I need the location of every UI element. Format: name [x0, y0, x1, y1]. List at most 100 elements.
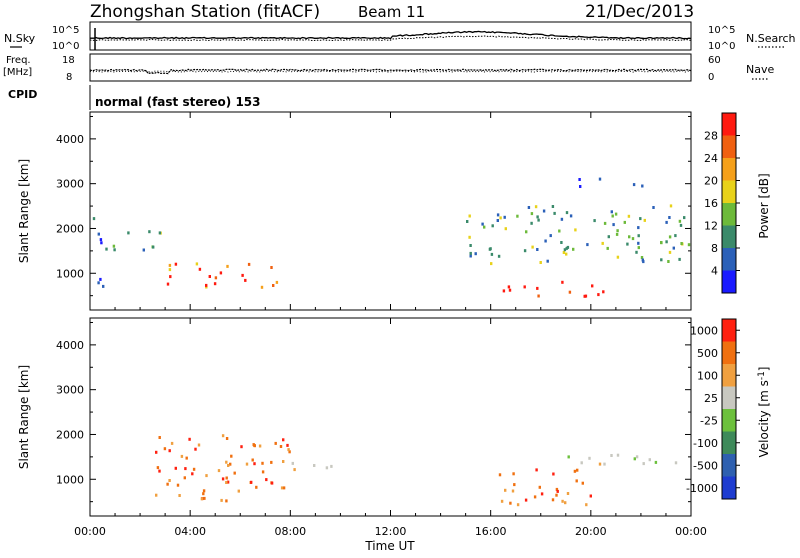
echo-cell — [635, 250, 638, 254]
y-tick-label: 4000 — [56, 133, 84, 146]
echo-cell — [178, 494, 181, 497]
echo-cell — [539, 261, 542, 264]
echo-cell — [225, 437, 229, 440]
echo-cell — [258, 444, 262, 448]
echo-cell — [643, 218, 646, 222]
nsky-label: N.Sky — [4, 32, 36, 45]
echo-cell — [530, 221, 533, 225]
cpid-text: normal (fast stereo) 153 — [95, 95, 261, 109]
echo-cell — [678, 257, 681, 261]
echo-cell — [555, 493, 558, 497]
nsky-tick-top: 10^5 — [52, 25, 79, 36]
colorbar-swatch — [722, 431, 736, 454]
echo-cell — [170, 441, 174, 445]
echo-cell — [637, 246, 640, 250]
echo-cell — [225, 499, 228, 503]
echo-cell — [194, 447, 197, 451]
echo-cell — [174, 466, 177, 470]
colorbar-swatch — [722, 248, 736, 271]
colorbar-tick-label: -25 — [700, 414, 718, 427]
echo-cell — [270, 266, 273, 269]
echo-cell — [615, 232, 619, 236]
x-tick-label: 00:00 — [74, 525, 106, 538]
colorbar-swatch — [722, 364, 736, 387]
echo-cell — [474, 252, 477, 256]
echo-cell — [602, 290, 605, 294]
echo-cell — [274, 441, 277, 445]
echo-cell — [628, 235, 631, 239]
echo-cell — [168, 479, 171, 482]
echo-cell — [631, 237, 635, 241]
nsearch-tick-top: 10^5 — [708, 25, 735, 36]
echo-cell — [537, 294, 540, 298]
echo-cell — [217, 469, 221, 473]
echo-cell — [672, 246, 675, 250]
echo-cell — [498, 473, 502, 477]
echo-cell — [610, 210, 613, 214]
freq-tick-bottom: 8 — [66, 72, 72, 83]
echo-cell — [536, 248, 539, 251]
echo-cell — [674, 234, 677, 238]
y-tick-label: 1000 — [56, 473, 84, 486]
echo-cell — [660, 258, 663, 262]
echo-cell — [330, 464, 333, 468]
freq-strip — [89, 53, 692, 82]
echo-cell — [229, 462, 232, 466]
echo-cell — [497, 254, 501, 258]
echo-cell — [565, 252, 568, 256]
echo-cell — [490, 262, 493, 266]
echo-cell — [221, 434, 225, 438]
echo-cell — [566, 245, 570, 249]
power-echoes — [92, 177, 691, 298]
echo-cell — [481, 222, 484, 226]
echo-cell — [544, 239, 547, 243]
echo-cell — [499, 216, 502, 220]
nsearch-label: N.Search — [746, 32, 796, 45]
echo-cell — [226, 480, 230, 484]
echo-cell — [565, 211, 569, 215]
echo-cell — [574, 228, 577, 232]
echo-cell — [639, 217, 642, 221]
velocity-colorbar: 1000 500 100 25 -25 -100 -500 -1000 — [686, 318, 740, 500]
echo-cell — [202, 489, 206, 493]
nsearch-trace — [89, 35, 692, 42]
echo-cell — [197, 443, 201, 447]
echo-cell — [603, 462, 606, 466]
echo-cell — [469, 254, 472, 258]
echo-cell — [652, 206, 655, 209]
velocity-ylabel: Slant Range [km] — [17, 365, 31, 469]
echo-cell — [240, 445, 243, 449]
echo-cell — [524, 498, 528, 502]
echo-cell — [504, 227, 507, 231]
colorbar-swatch — [722, 270, 736, 293]
echo-cell — [202, 492, 205, 496]
colorbar-swatch — [722, 386, 736, 409]
colorbar-swatch — [722, 225, 736, 248]
echo-cell — [99, 277, 102, 281]
nave-tick-top: 60 — [708, 55, 721, 66]
echo-cell — [233, 471, 236, 475]
power-ylabel: Slant Range [km] — [17, 159, 31, 263]
echo-cell — [593, 219, 596, 223]
echo-cell — [97, 232, 100, 236]
echo-cell — [573, 469, 577, 473]
echo-cell — [678, 219, 682, 223]
freq-trace — [89, 68, 692, 75]
colorbar-tick-label: 28 — [704, 130, 718, 143]
echo-cell — [489, 247, 492, 251]
nave-label: Nave — [746, 63, 774, 76]
y-tick-label: 1000 — [56, 267, 84, 280]
echo-cell — [523, 249, 527, 253]
velocity-frame — [89, 317, 692, 517]
echo-cell — [226, 264, 229, 268]
echo-cell — [168, 263, 172, 267]
echo-cell — [279, 445, 283, 448]
echo-cell — [552, 472, 555, 476]
echo-cell — [261, 461, 264, 465]
echo-cell — [491, 224, 494, 228]
echo-cell — [166, 482, 169, 486]
echo-cell — [627, 214, 631, 218]
echo-cell — [567, 455, 570, 459]
echo-cell — [516, 214, 519, 218]
